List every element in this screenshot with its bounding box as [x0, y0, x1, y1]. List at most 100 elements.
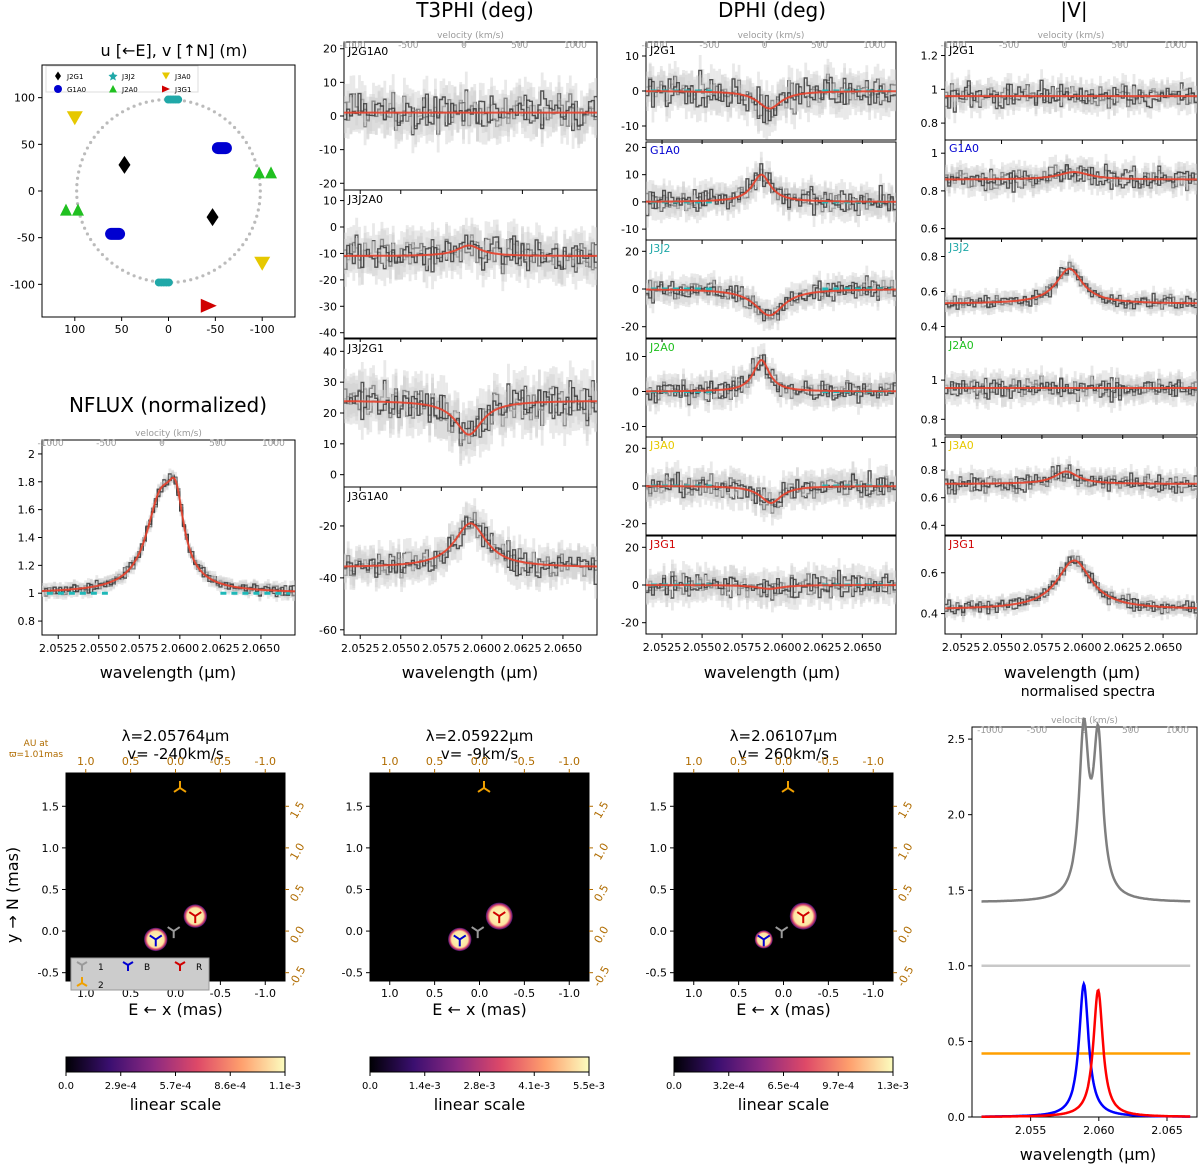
colorbar-label: linear scale — [130, 1095, 222, 1114]
image-legend-label: 1 — [98, 963, 104, 973]
uv-circle-dot — [96, 130, 100, 134]
t3phi-3-error-band — [344, 498, 597, 591]
image-top-tick-label: 0.0 — [167, 755, 185, 768]
t3phi-0-ytick-label: 20 — [323, 43, 337, 56]
spectra-vtick-label: -1000 — [977, 726, 1003, 736]
image-lambda: λ=2.05764μm — [122, 727, 230, 745]
v-vtick-label: 500 — [1111, 41, 1128, 51]
nflux-xlabel: wavelength (μm) — [100, 663, 237, 682]
v-4-error-band — [945, 456, 1197, 503]
t3phi-1-ytick-label: 0 — [330, 221, 337, 234]
v-1-ytick-label: 0.8 — [921, 185, 939, 198]
image-ytick-label: 1.0 — [650, 842, 668, 855]
nflux-xtick-label: 2.0650 — [242, 642, 281, 655]
t3phi-2-error-band — [344, 367, 597, 456]
image-right-tick-label: 0.5 — [591, 882, 611, 904]
v-vtick-label: 1000 — [1164, 41, 1187, 51]
t3phi-1-ytick-label: -10 — [319, 247, 337, 260]
image-legend-label: B — [144, 963, 150, 973]
colorbar-tick-label: 2.8e-3 — [463, 1081, 495, 1092]
uv-circle-dot — [77, 170, 81, 174]
dphi-vtick-label: 0 — [762, 41, 768, 51]
dphi-panel-label: J3A0 — [649, 439, 675, 452]
dphi-panel-label: J2A0 — [649, 341, 675, 354]
image-legend-marker-icon — [122, 961, 134, 971]
image-ytick-label: 0.5 — [346, 883, 364, 896]
t3phi-panel-label: J2G1A0 — [347, 45, 388, 58]
v-4-ytick-label: 0.8 — [921, 464, 939, 477]
uv-xtick-label: 50 — [115, 323, 129, 336]
image-top-tick-label: 1.0 — [685, 755, 703, 768]
image-xtick-label: -1.0 — [863, 987, 884, 1000]
uv-circle-dot — [244, 237, 248, 242]
dphi-2-observed — [646, 280, 896, 322]
t3phi-vtick-label: 500 — [511, 41, 528, 51]
nflux-xtick-label: 2.0600 — [161, 642, 200, 655]
uv-circle-dot — [100, 252, 105, 257]
uv-circle-dot — [257, 202, 262, 206]
image-right-tick-label: 0.0 — [287, 924, 307, 946]
uv-circle-dot — [144, 278, 148, 282]
uv-circle-dot — [80, 220, 84, 224]
uv-circle-dot — [241, 243, 245, 247]
uv-ytick-label: 100 — [14, 92, 35, 105]
uv-circle-dot — [138, 276, 142, 280]
image-right-tick-label: -0.5 — [590, 964, 612, 989]
t3phi-3-xtick-label: 2.0525 — [341, 642, 380, 655]
t3phi-3-xtick-label: 2.0575 — [422, 642, 461, 655]
uv-legend-marker-j3j2 — [108, 71, 118, 81]
image-xtick-label: -0.5 — [514, 987, 535, 1000]
nflux-observed — [42, 474, 295, 597]
uv-circle-dot — [258, 189, 262, 193]
uv-circle-dot — [258, 183, 262, 187]
v-4-ytick-label: 0.6 — [921, 492, 939, 505]
uv-point-j3g1 — [200, 298, 217, 313]
uv-circle-dot — [75, 176, 80, 180]
v-plots: 0.8 1 1.2-1000 -500 0 500 1000 velocity (km/s) J… — [921, 31, 1198, 654]
dphi-column-title: DPHI (deg) — [718, 0, 826, 22]
uv-point-g1a0 — [211, 142, 232, 155]
t3phi-3-ytick-label: -40 — [319, 572, 337, 585]
uv-circle-dot — [182, 99, 187, 103]
image-xtick-label: 0.5 — [426, 987, 444, 1000]
uv-xtick-label: -50 — [206, 323, 224, 336]
image-top-tick-label: -1.0 — [863, 755, 884, 768]
image-lambda: λ=2.05922μm — [426, 727, 534, 745]
uv-circle-dot — [176, 280, 180, 284]
dphi-1-ytick-label: -10 — [621, 223, 639, 236]
uv-circle-dot — [237, 248, 241, 252]
dphi-1-error-band — [646, 151, 896, 227]
uv-circle-dot — [228, 121, 232, 125]
image-right-tick-label: 0.0 — [895, 924, 915, 946]
image-legend-label: R — [196, 963, 202, 973]
dphi-3-ytick-label: 0 — [632, 386, 639, 399]
v-vtick-label: -500 — [999, 41, 1020, 51]
t3phi-2-ytick-label: 10 — [323, 438, 337, 451]
colorbar — [65, 1056, 286, 1073]
t3phi-0-ytick-label: -20 — [319, 177, 337, 190]
uv-circle-dot — [75, 183, 79, 187]
v-4-ytick-label: 0.4 — [921, 519, 939, 532]
v-5-ytick-label: 0.4 — [921, 608, 939, 621]
uv-xtick-label: 100 — [64, 323, 85, 336]
t3phi-1-model — [344, 244, 597, 257]
uv-legend-label: J2G1 — [66, 73, 83, 81]
nflux-observed — [42, 473, 295, 598]
uv-circle-dot — [201, 274, 205, 278]
image-xtick-label: 0.0 — [775, 987, 793, 1000]
spectra-ytick-label: 1.0 — [948, 960, 966, 973]
uv-ytick-label: 0 — [28, 185, 35, 198]
dphi-2-error-band — [646, 270, 896, 331]
uv-circle-dot — [232, 125, 237, 130]
star2-marker-icon — [173, 780, 187, 793]
t3phi-3-error-band — [344, 502, 597, 599]
uv-circle-dot — [247, 232, 252, 236]
t3phi-panel-label: J3J2G1 — [347, 342, 384, 355]
uv-circle-dot — [253, 158, 257, 162]
uv-legend-marker — [162, 72, 170, 80]
image-ytick-label: 1.0 — [346, 842, 364, 855]
dphi-xlabel: wavelength (μm) — [704, 663, 841, 682]
uv-point-j2a0 — [59, 203, 84, 216]
image-frame — [65, 772, 286, 982]
image-right-tick-label: -0.5 — [894, 964, 916, 989]
